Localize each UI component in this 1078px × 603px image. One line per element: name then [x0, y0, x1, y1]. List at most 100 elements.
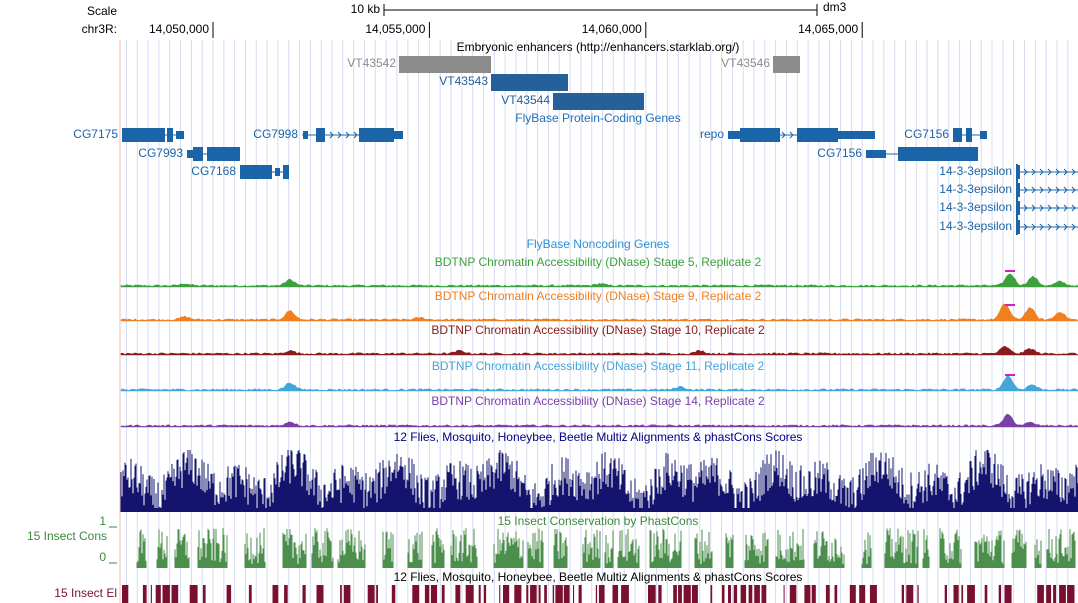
gene-exon [866, 150, 886, 158]
strand-arrows [329, 131, 358, 139]
gene-label: 14-3-3epsilon [939, 219, 1012, 233]
conserved-element [595, 585, 598, 603]
enhancer [399, 56, 491, 73]
conserved-element [189, 585, 198, 603]
track-title: 15 Insect Conservation by PhastCons [498, 514, 699, 528]
gene-label: CG7993 [138, 146, 183, 160]
strand-arrows [1023, 168, 1076, 176]
enhancer-label: VT43542 [347, 56, 396, 70]
gene: repo [700, 127, 875, 142]
conserved-element [944, 585, 947, 603]
ruler-label: 14,060,000 [582, 22, 642, 36]
conserved-element [530, 585, 537, 603]
phastcons-signal [136, 528, 1076, 568]
conserved-element [961, 585, 964, 603]
gene: CG7168 [191, 164, 289, 179]
gene-exon [838, 131, 875, 139]
scale-label: Scale [87, 4, 117, 18]
gene-exon [728, 131, 740, 139]
gene-exon [740, 128, 780, 142]
conserved-element [272, 585, 279, 603]
gene-label: CG7168 [191, 164, 236, 178]
conserved-element [691, 585, 698, 603]
conserved-element [248, 585, 252, 603]
gene-exon [193, 147, 203, 161]
conserved-element [441, 585, 445, 603]
conserved-element [284, 585, 288, 603]
gene-exon [316, 128, 325, 142]
conserved-element [391, 585, 396, 603]
conserved-element [526, 585, 529, 603]
ruler-label: 14,055,000 [365, 22, 425, 36]
conserved-element [1067, 585, 1075, 603]
y-max-label: 1 [99, 514, 106, 528]
gene-label: CG7998 [253, 127, 298, 141]
conserved-element [162, 585, 170, 603]
conserved-element [901, 585, 904, 603]
gene-label: CG7156 [904, 127, 949, 141]
conserved-element [1059, 585, 1066, 603]
gene: CG7998 [253, 127, 403, 142]
conserved-element [740, 585, 747, 603]
y-min-label: 0 [99, 550, 106, 564]
track-title: BDTNP Chromatin Accessibility (DNase) St… [435, 289, 762, 303]
conserved-element [155, 585, 161, 603]
conserved-element [343, 585, 351, 603]
conserved-element [538, 585, 541, 603]
conserved-element [998, 585, 1002, 603]
track-title: Embryonic enhancers (http://enhancers.st… [457, 40, 740, 54]
conserved-element [555, 585, 563, 603]
conserved-element [953, 585, 959, 603]
conserved-element [142, 585, 147, 603]
enhancer-label: VT43543 [439, 74, 488, 88]
scale-bar-label: 10 kb [351, 2, 381, 16]
strand-arrows [781, 131, 794, 139]
conserved-element [710, 585, 713, 603]
conserved-element [514, 585, 522, 603]
chrom-label: chr3R: [82, 22, 117, 36]
gene-exon [207, 147, 240, 161]
conserved-element [761, 585, 767, 603]
track-title: BDTNP Chromatin Accessibility (DNase) St… [431, 394, 765, 408]
gene-exon [176, 131, 184, 139]
conserved-element [340, 585, 342, 603]
gene-exon [797, 128, 838, 142]
conserved-element [598, 585, 605, 603]
track-short-label: 15 Insect Cons [27, 529, 107, 543]
conserved-element [376, 585, 378, 603]
track-title: BDTNP Chromatin Accessibility (DNase) St… [431, 323, 765, 337]
conserved-element [648, 585, 656, 603]
ruler-label: 14,050,000 [149, 22, 209, 36]
strand-arrows [1023, 186, 1076, 194]
conserved-element [578, 585, 582, 603]
conserved-element [834, 585, 838, 603]
gene: CG7156 [904, 127, 987, 142]
conserved-element [1037, 585, 1044, 603]
strand-arrows [1023, 204, 1076, 212]
gene-exon [359, 128, 394, 142]
axis-tick [109, 526, 117, 564]
conserved-element [483, 585, 487, 603]
conserved-element [612, 585, 619, 603]
gene-exon [122, 128, 165, 142]
gene-exon [966, 128, 972, 142]
conserved-element [1004, 585, 1012, 603]
conserved-element [621, 585, 629, 603]
conserved-element [733, 585, 738, 603]
clip-marker [1005, 304, 1015, 306]
conserved-element [748, 585, 753, 603]
conserved-element [552, 585, 555, 603]
signal [120, 345, 1078, 356]
conserved-element [122, 585, 129, 603]
gene-label: CG7156 [817, 146, 862, 160]
conserved-element [465, 585, 474, 603]
signal [120, 303, 1078, 322]
conserved-element [917, 585, 919, 603]
conserved-element [1046, 585, 1052, 603]
gene-label: repo [700, 127, 724, 141]
position-grid [125, 40, 1069, 603]
conserved-element [849, 585, 856, 603]
conserved-element [906, 585, 914, 603]
